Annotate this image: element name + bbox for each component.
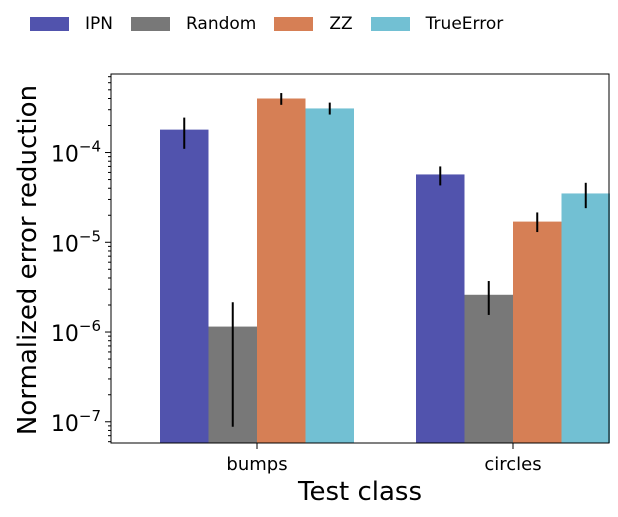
y-tick-label: 10−5 xyxy=(51,227,101,257)
legend-label: ZZ xyxy=(329,14,353,34)
legend-swatch xyxy=(30,17,69,31)
legend-label: IPN xyxy=(85,14,113,34)
legend-label: Random xyxy=(185,14,257,34)
y-axis-label: Normalized error reduction xyxy=(13,85,43,435)
bar-trueerror-circles xyxy=(561,193,610,443)
legend-swatch xyxy=(370,17,410,31)
legend-item-random: Random xyxy=(130,14,257,34)
bar-ipn-circles xyxy=(416,174,465,444)
legend-item-ipn: IPN xyxy=(30,14,113,34)
bar-zz-circles xyxy=(513,221,562,443)
legend-label: TrueError xyxy=(425,14,504,34)
legend: IPN Random ZZ TrueError xyxy=(30,14,521,34)
x-tick-label-circles: circles xyxy=(484,454,541,475)
bar-random-circles xyxy=(464,294,513,443)
bar-trueerror-bumps xyxy=(305,108,354,444)
legend-item-zz: ZZ xyxy=(274,14,353,34)
x-axis-label: Test class xyxy=(297,477,422,507)
y-tick-label: 10−6 xyxy=(51,317,101,347)
x-tick-label-bumps: bumps xyxy=(226,454,287,475)
legend-item-trueerror: TrueError xyxy=(370,14,504,34)
y-tick-label: 10−7 xyxy=(51,407,101,437)
plot-frame xyxy=(110,73,610,444)
bar-zz-bumps xyxy=(257,98,306,443)
y-tick-label: 10−4 xyxy=(51,138,101,168)
bar-ipn-bumps xyxy=(160,129,209,443)
legend-swatch xyxy=(130,17,170,31)
legend-swatch xyxy=(274,17,314,31)
